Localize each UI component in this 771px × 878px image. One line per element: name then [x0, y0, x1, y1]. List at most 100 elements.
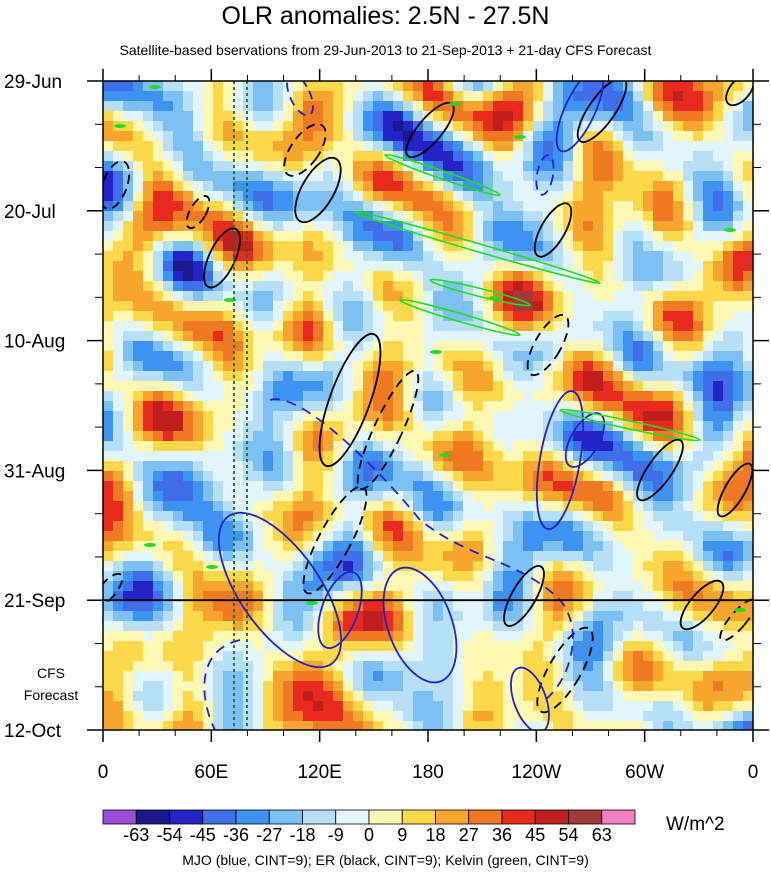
heat-cell	[253, 671, 264, 682]
heat-cell	[613, 591, 624, 602]
heat-cell	[443, 621, 454, 632]
heat-cell	[513, 91, 524, 102]
heat-cell	[323, 611, 334, 622]
heat-cell	[723, 621, 734, 632]
heat-cell	[153, 231, 164, 242]
heat-cell	[503, 251, 514, 262]
heat-cell	[363, 231, 374, 242]
heat-cell	[123, 91, 134, 102]
heat-cell	[343, 391, 354, 402]
heat-cell	[503, 321, 514, 332]
heat-cell	[673, 131, 684, 142]
heat-cell	[743, 571, 753, 582]
heat-cell	[423, 601, 434, 612]
heat-cell	[103, 211, 114, 222]
heat-cell	[433, 231, 444, 242]
heat-cell	[143, 311, 154, 322]
heat-cell	[633, 151, 644, 162]
heat-cell	[483, 371, 494, 382]
heat-cell	[663, 121, 674, 132]
heat-cell	[443, 151, 454, 162]
heat-cell	[673, 631, 684, 642]
heat-cell	[553, 441, 564, 452]
heat-cell	[423, 171, 434, 182]
heat-cell	[363, 581, 374, 592]
heat-cell	[173, 231, 184, 242]
heat-cell	[693, 471, 704, 482]
heat-cell	[343, 101, 354, 112]
heat-cell	[173, 601, 184, 612]
heat-cell	[173, 341, 184, 352]
heat-cell	[183, 121, 194, 132]
heat-cell	[623, 641, 634, 652]
heat-cell	[743, 451, 753, 462]
heat-cell	[573, 541, 584, 552]
heat-cell	[743, 631, 753, 642]
heat-cell	[413, 141, 424, 152]
heat-cell	[533, 111, 544, 122]
heat-cell	[733, 261, 744, 272]
heat-cell	[593, 131, 604, 142]
heat-cell	[363, 291, 374, 302]
heat-cell	[563, 511, 574, 522]
heat-cell	[153, 501, 164, 512]
heat-cell	[493, 211, 504, 222]
heat-cell	[413, 361, 424, 372]
heat-cell	[143, 521, 154, 532]
heat-cell	[233, 631, 244, 642]
heat-cell	[503, 351, 514, 362]
heat-cell	[563, 551, 574, 562]
heat-cell	[663, 621, 674, 632]
heat-cell	[683, 621, 694, 632]
heat-cell	[523, 201, 534, 212]
heat-cell	[123, 601, 134, 612]
heat-cell	[453, 371, 464, 382]
heat-cell	[493, 611, 504, 622]
mjo-contour	[317, 571, 363, 649]
heat-cell	[623, 121, 634, 132]
heat-cell	[363, 361, 374, 372]
heat-cell	[583, 171, 594, 182]
heat-cell	[643, 211, 654, 222]
heat-cell	[313, 421, 324, 432]
heat-cell	[243, 211, 254, 222]
heat-cell	[713, 81, 724, 92]
heat-cell	[243, 541, 254, 552]
heat-cell	[343, 421, 354, 432]
mjo-contour	[555, 81, 605, 153]
heat-cell	[503, 631, 514, 642]
heat-cell	[353, 301, 364, 312]
heat-cell	[413, 261, 424, 272]
heat-cell	[593, 291, 604, 302]
heat-cell	[173, 511, 184, 522]
heat-cell	[663, 701, 674, 712]
heat-cell	[523, 281, 534, 292]
heat-cell	[433, 161, 444, 172]
er-contour	[503, 565, 545, 627]
heat-cell	[593, 411, 604, 422]
heat-cell	[233, 441, 244, 452]
heat-cell	[483, 351, 494, 362]
heat-cell	[743, 171, 753, 182]
heat-cell	[543, 541, 554, 552]
heat-cell	[453, 421, 464, 432]
heat-cell	[663, 351, 674, 362]
heat-cell	[633, 561, 644, 572]
heat-cell	[603, 371, 614, 382]
heat-cell	[203, 301, 214, 312]
heat-cell	[213, 331, 224, 342]
heat-cell	[183, 621, 194, 632]
heat-cell	[723, 701, 734, 712]
heat-cell	[623, 651, 634, 662]
heat-cell	[223, 261, 234, 272]
heat-cell	[233, 371, 244, 382]
heat-cell	[673, 421, 684, 432]
heat-cell	[493, 701, 504, 712]
heat-cell	[693, 581, 704, 592]
heat-cell	[613, 211, 624, 222]
heat-cell	[353, 171, 364, 182]
heat-cell	[623, 471, 634, 482]
heat-cell	[473, 401, 484, 412]
heat-cell	[113, 101, 124, 112]
heat-cell	[563, 261, 574, 272]
